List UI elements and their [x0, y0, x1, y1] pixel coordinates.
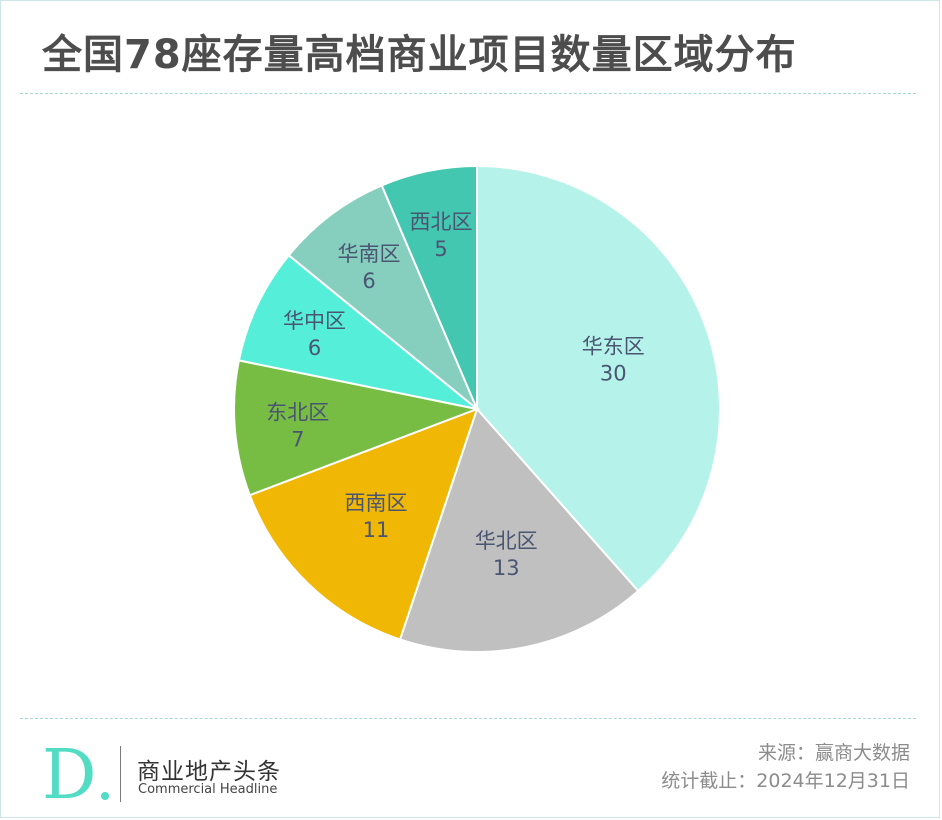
- slice-value-4: 6: [308, 336, 321, 360]
- pie-slice-4: [237, 253, 478, 410]
- bottom-divider: [20, 718, 916, 719]
- data-source: 来源：赢商大数据: [757, 742, 910, 764]
- slice-value-2: 11: [363, 518, 390, 542]
- brand-name: 商业地产头条: [137, 759, 281, 785]
- brand-english-name: Commercial Headline: [138, 782, 278, 797]
- pie-slice-0: [476, 164, 721, 593]
- slice-value-0: 30: [600, 361, 627, 385]
- brand-separator: [120, 746, 121, 802]
- slice-value-1: 13: [493, 556, 520, 580]
- slice-label-0: 华东区: [582, 334, 645, 358]
- slice-label-5: 华南区: [338, 242, 401, 266]
- slice-label-2: 西南区: [345, 491, 408, 515]
- slice-value-3: 7: [291, 428, 304, 452]
- pie-slice-5: [287, 184, 478, 410]
- brand-logo-icon: D: [42, 738, 109, 804]
- slice-label-6: 西北区: [410, 210, 473, 234]
- data-cutoff-date: 统计截止：2024年12月31日: [661, 770, 910, 792]
- svg-text:D: D: [42, 738, 97, 804]
- pie-slice-3: [233, 359, 481, 497]
- pie-slice-2: [248, 407, 479, 641]
- pie-slice-6: [380, 164, 478, 410]
- slice-label-1: 华北区: [475, 529, 538, 553]
- top-divider: [20, 93, 916, 94]
- slice-value-6: 5: [434, 237, 447, 261]
- slice-value-5: 6: [362, 269, 375, 293]
- chart-title: 全国78座存量高档商业项目数量区域分布: [42, 32, 797, 78]
- slice-label-4: 华中区: [283, 309, 346, 333]
- pie-slice-1: [398, 407, 640, 653]
- slice-label-3: 东北区: [266, 401, 329, 425]
